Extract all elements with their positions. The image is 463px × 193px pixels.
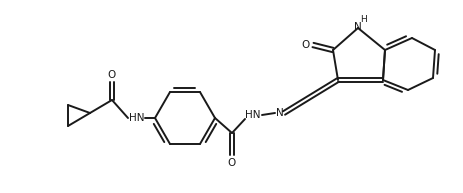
Text: N: N — [275, 108, 283, 118]
Text: H: H — [360, 14, 367, 24]
Text: HN: HN — [129, 113, 144, 123]
Text: O: O — [107, 70, 116, 80]
Text: O: O — [227, 158, 236, 168]
Text: O: O — [301, 40, 309, 50]
Text: N: N — [353, 22, 361, 32]
Text: HN: HN — [245, 110, 260, 120]
